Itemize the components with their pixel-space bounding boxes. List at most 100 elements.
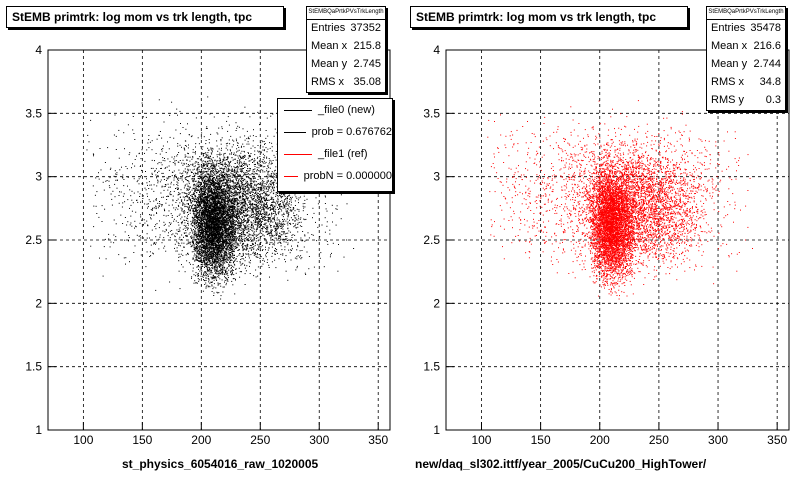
- scatter-point: [226, 225, 228, 227]
- scatter-point: [231, 220, 233, 222]
- scatter-point: [219, 154, 221, 156]
- scatter-point: [178, 192, 180, 194]
- scatter-point: [201, 241, 203, 243]
- scatter-point: [221, 272, 223, 274]
- scatter-point: [229, 264, 231, 266]
- scatter-point: [276, 252, 278, 254]
- scatter-point: [214, 209, 216, 211]
- scatter-point: [259, 165, 261, 167]
- scatter-point: [290, 223, 292, 225]
- scatter-point: [213, 243, 215, 245]
- scatter-point: [274, 170, 275, 172]
- scatter-point: [198, 256, 200, 258]
- scatter-point: [209, 196, 211, 198]
- scatter-point: [235, 272, 237, 274]
- scatter-point: [200, 234, 202, 236]
- scatter-point: [199, 266, 201, 268]
- scatter-point: [256, 184, 258, 185]
- scatter-point: [207, 168, 209, 170]
- scatter-point: [213, 215, 215, 217]
- scatter-point: [229, 212, 231, 214]
- scatter-point: [204, 245, 206, 247]
- scatter-point: [245, 186, 247, 188]
- scatter-point: [197, 260, 199, 262]
- scatter-point: [201, 249, 203, 251]
- scatter-point: [225, 168, 227, 170]
- scatter-point: [275, 232, 277, 234]
- scatter-point: [214, 229, 216, 231]
- scatter-point: [199, 196, 200, 198]
- scatter-point: [198, 213, 200, 215]
- scatter-point: [207, 222, 209, 224]
- scatter-point: [215, 192, 216, 194]
- scatter-point: [183, 210, 185, 212]
- scatter-point: [206, 205, 208, 207]
- scatter-point: [234, 293, 236, 295]
- scatter-point: [227, 174, 229, 176]
- scatter-point: [203, 192, 205, 194]
- scatter-point: [205, 246, 206, 248]
- scatter-point: [275, 176, 277, 178]
- scatter-point: [221, 242, 223, 244]
- scatter-point: [228, 239, 229, 241]
- scatter-point: [249, 154, 251, 156]
- scatter-point: [217, 265, 219, 267]
- scatter-point: [214, 248, 216, 250]
- scatter-point: [198, 280, 200, 282]
- scatter-point: [213, 165, 215, 167]
- scatter-point: [217, 237, 219, 239]
- scatter-point: [213, 267, 215, 269]
- scatter-point: [209, 228, 211, 229]
- scatter-point: [212, 240, 214, 242]
- scatter-point: [256, 213, 258, 214]
- scatter-point: [205, 234, 207, 236]
- scatter-point: [207, 213, 209, 215]
- scatter-point: [210, 241, 212, 242]
- scatter-point: [195, 184, 197, 186]
- scatter-point: [216, 218, 218, 220]
- scatter-point: [193, 251, 195, 253]
- scatter-point: [269, 214, 271, 216]
- scatter-point: [203, 225, 205, 227]
- scatter-point: [205, 178, 207, 180]
- scatter-point: [215, 269, 217, 271]
- scatter-point: [225, 253, 227, 255]
- scatter-point: [190, 171, 192, 173]
- scatter-point: [192, 210, 193, 212]
- scatter-point: [215, 287, 217, 289]
- scatter-point: [234, 199, 236, 201]
- scatter-point: [227, 277, 229, 278]
- scatter-point: [238, 238, 240, 240]
- scatter-point: [197, 202, 199, 204]
- scatter-point: [226, 222, 228, 224]
- scatter-point: [223, 266, 225, 268]
- scatter-point: [221, 246, 223, 248]
- scatter-point: [192, 220, 194, 222]
- scatter-point: [216, 233, 218, 235]
- scatter-point: [194, 280, 196, 282]
- scatter-point: [214, 171, 216, 173]
- scatter-point: [214, 255, 216, 257]
- scatter-point: [235, 187, 236, 189]
- scatter-point: [198, 217, 200, 219]
- scatter-point: [197, 248, 199, 249]
- scatter-point: [229, 222, 231, 223]
- scatter-point: [235, 279, 236, 281]
- scatter-point: [226, 245, 228, 247]
- scatter-point: [270, 208, 271, 210]
- scatter-point: [202, 172, 204, 174]
- scatter-point: [207, 273, 209, 275]
- scatter-point: [252, 205, 254, 207]
- scatter-point: [221, 199, 223, 201]
- scatter-point: [217, 251, 218, 253]
- scatter-point: [205, 253, 207, 255]
- scatter-point: [227, 253, 229, 255]
- scatter-point: [223, 205, 225, 207]
- scatter-point: [195, 186, 197, 188]
- scatter-point: [181, 264, 182, 266]
- scatter-point: [202, 223, 204, 225]
- scatter-point: [224, 177, 226, 179]
- scatter-point: [222, 239, 224, 240]
- scatter-point: [211, 165, 213, 167]
- scatter-point: [203, 231, 204, 233]
